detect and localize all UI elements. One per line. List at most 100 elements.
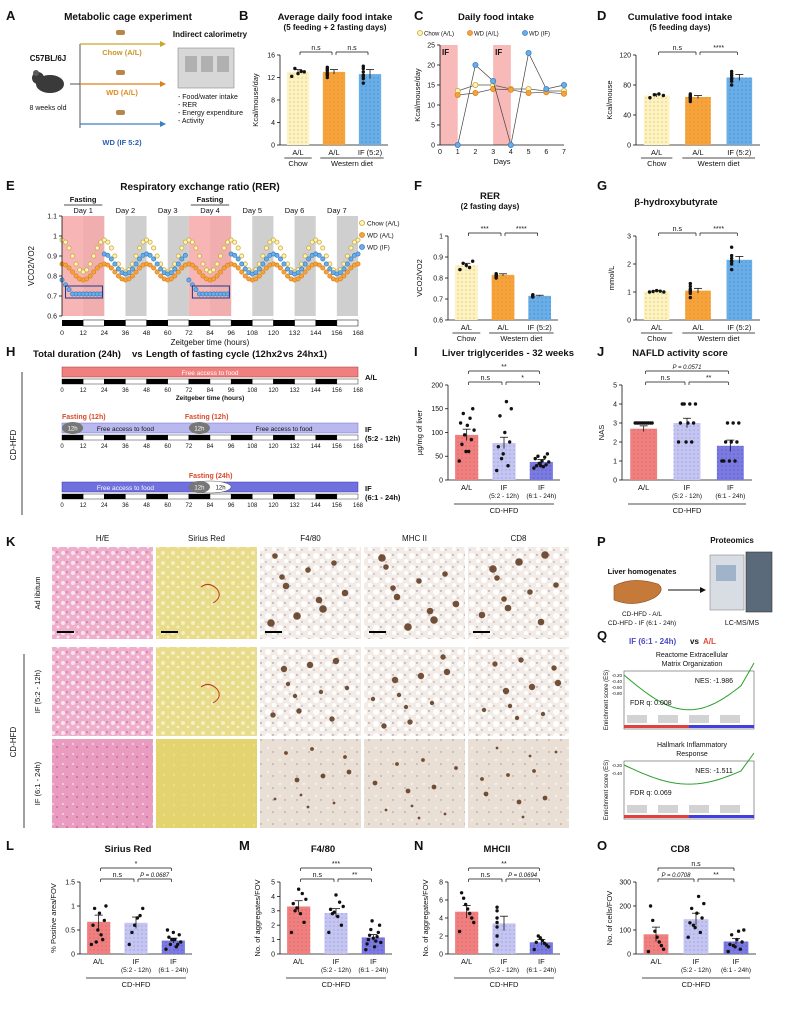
data-point	[463, 902, 468, 907]
stained-cell	[518, 657, 524, 663]
group-label: Chow	[647, 159, 667, 168]
bar	[286, 71, 310, 145]
arm-label: WD (A/L)	[106, 88, 138, 97]
stained-cell	[542, 795, 548, 801]
x-tick-label: IF	[538, 957, 545, 966]
dark-cycle-bar	[146, 493, 168, 500]
panel-title: Length of fasting cycle (12hx2	[146, 349, 282, 360]
dark-cycle-bar	[104, 320, 126, 326]
light-cycle-bar	[82, 378, 105, 385]
panel-letter-e: E	[6, 178, 15, 193]
stained-cell	[378, 554, 386, 562]
significance-label: **	[501, 364, 507, 371]
series-point	[561, 82, 568, 89]
screen-icon	[716, 565, 736, 581]
y-tick-label: 0	[431, 142, 435, 149]
gsea-plot-frame	[623, 670, 755, 730]
series-point	[130, 273, 135, 279]
x-tick-label: 48	[143, 388, 150, 394]
series-point	[323, 261, 329, 267]
data-point	[372, 945, 377, 949]
x-tick-sublabel: (5:2 - 12h)	[489, 967, 519, 974]
panel-title: NAFLD activity score	[632, 348, 728, 359]
y-tick-label: 0.9	[47, 253, 57, 260]
x-tick-label: IF	[693, 957, 700, 966]
series-point	[189, 239, 195, 245]
data-point	[688, 92, 693, 96]
x-tick-label: IF	[684, 483, 691, 492]
bar	[87, 921, 111, 954]
legend-marker	[417, 30, 423, 36]
panel-letter-j: J	[597, 344, 604, 359]
data-point	[97, 911, 102, 915]
data-point	[295, 906, 299, 910]
data-point	[328, 907, 333, 912]
dark-cycle-bar	[315, 493, 338, 500]
significance-label: **	[713, 872, 719, 879]
stained-cell	[516, 799, 522, 805]
stained-cell	[442, 571, 448, 577]
panel-letter-q: Q	[597, 628, 607, 643]
fasting-label: IF	[442, 48, 449, 57]
dark-cycle-bar	[230, 493, 253, 500]
series-point	[341, 266, 347, 272]
bar	[528, 295, 552, 320]
x-tick-sublabel: (6:1 - 24h)	[715, 493, 745, 500]
x-tick-label: A/L	[692, 323, 703, 332]
data-point	[729, 440, 733, 444]
data-point	[104, 904, 108, 908]
x-tick-label: A/L	[461, 323, 472, 332]
data-point	[361, 74, 366, 79]
bar	[726, 77, 753, 145]
group-label: Chow	[457, 334, 477, 343]
stained-cell	[515, 558, 523, 566]
series-point	[154, 261, 160, 267]
data-point	[654, 288, 659, 293]
data-point	[501, 452, 505, 456]
x-tick-label: 24	[101, 503, 108, 509]
data-point	[544, 463, 548, 467]
series-point	[101, 237, 107, 243]
y-tick-label: 40	[623, 112, 631, 119]
series-point	[232, 262, 238, 268]
y-tick-label: 0.7	[433, 296, 443, 303]
dark-cycle-bar	[146, 434, 168, 441]
stained-cell	[478, 611, 486, 619]
data-point	[723, 440, 728, 444]
panel-title: F4/80	[311, 844, 335, 855]
data-point	[376, 930, 381, 935]
data-point	[700, 916, 704, 920]
arrowhead-icon	[700, 587, 706, 593]
x-tick-sublabel: (6:1 - 24h)	[721, 967, 751, 974]
dark-cycle-bar	[273, 320, 295, 326]
stained-cell	[554, 679, 562, 687]
series-point	[151, 245, 157, 251]
series-point	[341, 273, 347, 279]
data-point	[733, 459, 737, 463]
series-point	[327, 266, 333, 272]
comparison-vs: vs	[690, 637, 699, 646]
panel-title: Average daily food intake	[278, 12, 393, 23]
stained-cell	[421, 758, 425, 762]
stained-cell	[315, 596, 323, 604]
light-cycle-bar	[336, 434, 359, 441]
significance-label: n.s	[661, 375, 671, 382]
series-point	[299, 266, 305, 272]
x-tick-label: 168	[353, 388, 364, 394]
series-point	[490, 78, 497, 85]
y-tick-label: 6	[439, 897, 443, 904]
series-point	[137, 265, 142, 271]
row-label: Ad libitum	[33, 577, 42, 610]
series-point	[158, 273, 164, 279]
data-point	[178, 940, 183, 944]
x-tick-label: 120	[268, 444, 279, 450]
group-label: CD-HFD - A/L	[622, 611, 662, 618]
series-point	[108, 265, 114, 271]
stained-cell	[440, 654, 446, 660]
series-point	[260, 269, 266, 275]
data-point	[661, 947, 666, 951]
fasting-duration: 12h	[68, 427, 78, 433]
rank-bar-blue	[689, 815, 754, 818]
series-point	[175, 269, 181, 275]
dark-cycle-bar	[62, 320, 84, 326]
